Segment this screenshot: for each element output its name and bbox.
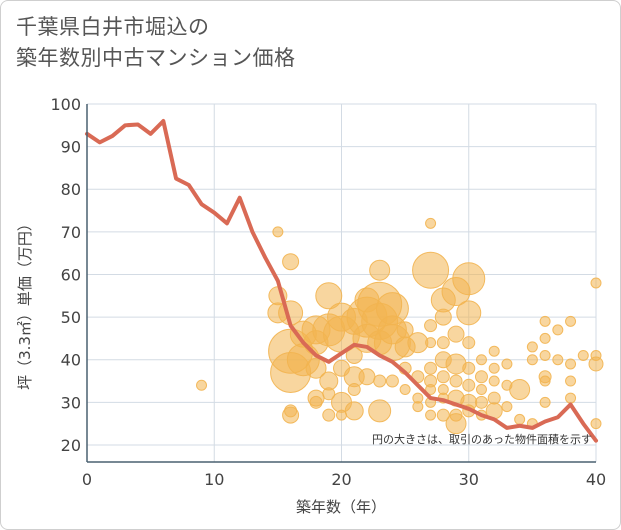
- chart-title: 千葉県白井市堀込の 築年数別中古マンション価格: [16, 12, 296, 74]
- y-tick-label: 70: [61, 223, 81, 242]
- bubble-point-31: [344, 401, 364, 421]
- bubble-point-107: [539, 375, 551, 387]
- bubble-point-112: [565, 358, 577, 370]
- bubble-point-99: [514, 413, 526, 425]
- y-tick-label: 80: [61, 180, 81, 199]
- bubble-point-80: [462, 336, 476, 350]
- bubble-point-95: [501, 358, 513, 370]
- bubble-point-82: [462, 378, 476, 392]
- bubble-point-14: [305, 357, 327, 379]
- tick-labels: 0 10 20 30 40 20 30 40 50 60 70 80 90 100: [50, 95, 606, 489]
- bubble-point-78: [452, 262, 486, 296]
- bubble-size-note: 円の大きさは、取引のあった物件面積を示す: [372, 432, 592, 446]
- bubble-point-114: [565, 392, 577, 404]
- bubble-point-87: [475, 384, 487, 396]
- bubble-point-110: [552, 354, 564, 366]
- y-tick-label: 30: [61, 393, 81, 412]
- bubble-point-55: [412, 251, 450, 289]
- chart-title-line2: 築年数別中古マンション価格: [16, 46, 296, 70]
- bubble-point-67: [436, 370, 450, 384]
- bubble-point-108: [539, 396, 551, 408]
- bubble-point-116: [590, 277, 602, 289]
- bubble-point-97: [501, 401, 513, 413]
- y-tick-label: 90: [61, 138, 81, 157]
- bubble-point-17: [315, 282, 343, 310]
- bubble-point-56: [424, 319, 438, 333]
- bubble-series: [196, 217, 604, 435]
- bubble-point-105: [539, 349, 551, 361]
- bubble-point-57: [425, 337, 437, 349]
- bubble-point-21: [322, 408, 336, 422]
- x-tick-label: 40: [586, 470, 606, 489]
- bubble-point-20: [322, 387, 336, 401]
- y-tick-label: 60: [61, 265, 81, 284]
- bubble-point-53: [412, 401, 424, 413]
- bubble-point-16: [309, 395, 323, 409]
- bubble-point-45: [385, 374, 399, 388]
- bubble-point-40: [373, 374, 387, 388]
- bubble-point-70: [436, 408, 450, 422]
- x-axis-label: 築年数（年）: [296, 498, 386, 516]
- bubble-point-109: [552, 324, 564, 336]
- bubble-point-41: [368, 399, 392, 423]
- bubble-point-113: [565, 375, 577, 387]
- bubble-point-100: [526, 354, 538, 366]
- bubble-point-54: [425, 217, 437, 229]
- bubble-point-62: [425, 409, 437, 421]
- bubble-point-103: [539, 315, 551, 327]
- bubble-point-1: [272, 226, 284, 238]
- bubble-point-90: [488, 345, 500, 357]
- y-tick-label: 40: [61, 351, 81, 370]
- bubble-point-65: [436, 336, 450, 350]
- x-tick-label: 0: [82, 470, 92, 489]
- x-tick-label: 30: [459, 470, 479, 489]
- bubble-point-93: [487, 391, 501, 405]
- bubble-point-104: [539, 332, 551, 344]
- axes: [86, 104, 596, 463]
- bubble-point-111: [565, 315, 577, 327]
- bubble-point-58: [424, 361, 438, 375]
- bubble-point-85: [475, 354, 487, 366]
- bubble-point-115: [577, 349, 589, 361]
- chart-title-line1: 千葉県白井市堀込の: [16, 15, 210, 39]
- x-tick-label: 10: [204, 470, 224, 489]
- bubble-point-28: [345, 346, 363, 364]
- bubble-point-119: [590, 418, 602, 430]
- bubble-point-60: [425, 384, 437, 396]
- bubble-point-91: [488, 362, 500, 374]
- x-tick-label: 20: [331, 470, 351, 489]
- bubble-point-79: [456, 300, 482, 326]
- bubble-point-30: [347, 383, 361, 397]
- y-axis-label: 坪（3.3㎡）単価（万円）: [16, 216, 34, 390]
- bubble-point-77: [445, 413, 467, 435]
- bubble-point-36: [369, 259, 391, 281]
- trend-line: [85, 119, 598, 443]
- bubble-point-98: [509, 379, 531, 401]
- bubble-point-49: [399, 384, 411, 396]
- bubble-point-9: [284, 404, 298, 418]
- bubble-point-0: [196, 379, 208, 391]
- bubble-point-35: [358, 368, 376, 386]
- bubble-point-86: [474, 370, 488, 384]
- bubble-point-81: [462, 361, 476, 375]
- trend-line-series: [85, 119, 598, 443]
- bubble-point-64: [434, 308, 452, 326]
- bubble-point-92: [488, 375, 500, 387]
- bubble-point-72: [447, 325, 465, 343]
- bubble-point-101: [526, 341, 538, 353]
- bubble-point-88: [474, 395, 488, 409]
- bubble-point-4: [282, 253, 300, 271]
- y-tick-label: 100: [50, 95, 81, 114]
- y-tick-label: 50: [61, 308, 81, 327]
- bubble-point-118: [588, 356, 604, 372]
- y-tick-label: 20: [61, 436, 81, 455]
- bubble-point-50: [407, 332, 429, 354]
- bubble-point-74: [449, 374, 463, 388]
